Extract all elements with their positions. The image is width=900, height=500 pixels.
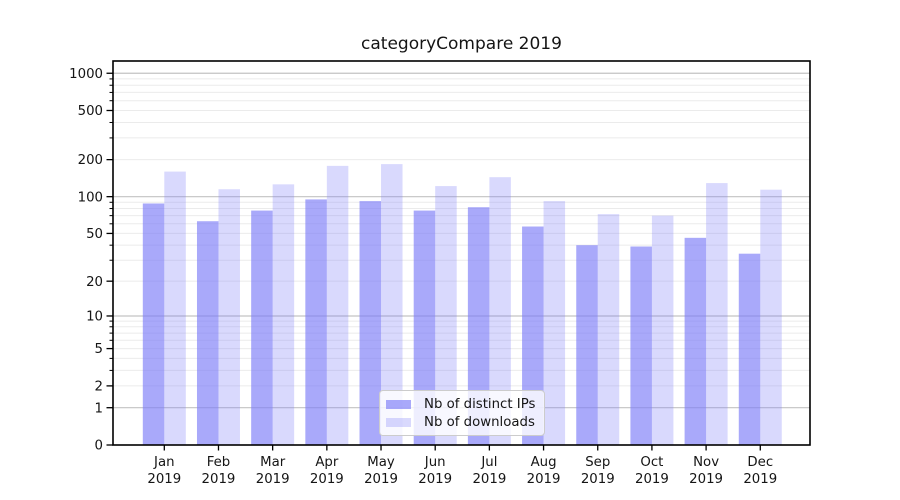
y-tick-labels: 0 1 2 5 10 20 50 100 200 500 1000 [69,67,103,454]
bar-nb-of-downloads-sep-2019 [597,214,620,445]
bar-nb-of-downloads-nov-2019 [706,183,728,445]
x-tick-label-aug-2019: Aug 2019 [527,455,561,487]
plot-border [112,60,811,446]
bar-nb-of-distinct-ips-mar-2019 [251,210,273,445]
y-tick-label-2: 2 [95,379,103,394]
bar-nb-of-downloads-jun-2019 [435,186,457,445]
y-axis-ticks [106,72,113,446]
y-tick-label-20: 20 [86,275,103,290]
bars-nb-of-downloads [164,164,782,445]
bar-nb-of-distinct-ips-may-2019 [359,201,382,445]
legend-swatch-downloads [386,417,411,427]
x-tick-labels: Jan 2019 Feb 2019 Mar 2019 Apr 2019 May 2019 Jun 20… [147,455,777,487]
x-tick-label-oct-2019: Oct 2019 [635,455,669,487]
legend-swatch-distinct-ips [386,399,411,409]
bar-nb-of-distinct-ips-jun-2019 [413,210,436,445]
y-tick-label-0: 0 [95,439,103,454]
x-tick-label-jan-2019: Jan 2019 [147,455,181,487]
chart-title: categoryCompare 2019 [361,34,562,54]
bar-nb-of-distinct-ips-apr-2019 [305,199,327,445]
bar-nb-of-downloads-oct-2019 [651,215,674,445]
legend-label-downloads: Nb of downloads [424,414,535,430]
x-tick-label-sep-2019: Sep 2019 [581,455,615,487]
y-tick-label-5: 5 [95,342,103,357]
bars-nb-of-distinct-ips [142,199,761,445]
y-tick-label-200: 200 [78,153,103,168]
legend-item-distinct-ips: Nb of distinct IPs [386,396,536,413]
bar-nb-of-downloads-apr-2019 [326,165,349,445]
y-tick-label-50: 50 [86,227,103,242]
bar-nb-of-downloads-feb-2019 [218,189,240,445]
x-tick-label-may-2019: May 2019 [364,455,398,487]
y-tick-label-500: 500 [78,104,103,119]
bar-nb-of-downloads-aug-2019 [543,201,566,445]
bar-nb-of-downloads-jan-2019 [164,171,186,445]
y-tick-label-10: 10 [86,310,103,325]
x-tick-label-mar-2019: Mar 2019 [256,455,290,487]
bar-nb-of-distinct-ips-nov-2019 [684,237,707,445]
legend-label-distinct-ips: Nb of distinct IPs [424,396,536,412]
x-tick-label-dec-2019: Dec 2019 [743,455,777,487]
bar-nb-of-downloads-may-2019 [381,164,403,445]
bar-nb-of-downloads-mar-2019 [272,184,295,445]
x-axis-ticks [163,445,761,451]
x-tick-label-feb-2019: Feb 2019 [202,455,236,487]
x-tick-label-nov-2019: Nov 2019 [689,455,723,487]
legend-item-downloads: Nb of downloads [386,414,536,431]
bar-nb-of-distinct-ips-sep-2019 [576,245,598,445]
x-tick-label-jun-2019: Jun 2019 [418,455,452,487]
bar-nb-of-distinct-ips-dec-2019 [738,253,761,445]
y-tick-label-100: 100 [78,190,103,205]
bar-nb-of-distinct-ips-feb-2019 [196,221,219,445]
bar-nb-of-distinct-ips-jan-2019 [142,203,165,445]
x-tick-label-jul-2019: Jul 2019 [472,455,506,487]
y-tick-label-1: 1 [95,401,103,416]
bar-nb-of-distinct-ips-oct-2019 [630,246,652,445]
bar-nb-of-downloads-jul-2019 [489,177,511,445]
y-tick-label-1000: 1000 [69,67,103,82]
bar-nb-of-distinct-ips-jul-2019 [467,207,490,445]
x-tick-label-apr-2019: Apr 2019 [310,455,344,487]
bar-nb-of-downloads-dec-2019 [760,189,782,445]
chart-legend: Nb of distinct IPs Nb of downloads [379,390,545,436]
